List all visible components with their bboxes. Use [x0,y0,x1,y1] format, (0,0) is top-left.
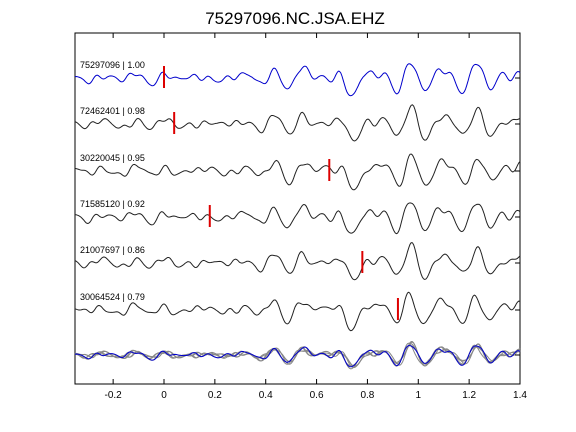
trace-line [74,153,521,191]
x-tick-label: 0.6 [310,390,324,401]
trace-labels: 75297096 | 1.00 72462401 | 0.98 30220045 |… [80,60,145,302]
trace-group [74,63,521,332]
stack-trace-line [74,342,521,370]
x-tick-label: 1 [416,390,422,401]
x-axis-ticks: -0.2 0 0.2 0.4 0.6 0.8 1 1.2 1.4 [105,33,527,401]
stacked-traces [74,340,521,370]
x-tick-label: 0.8 [360,390,374,401]
trace-line [74,202,521,235]
trace-label: 21007697 | 0.86 [80,245,145,255]
trace-label: 30220045 | 0.95 [80,153,145,163]
plot-frame [74,32,521,385]
stack-trace-line [74,345,521,367]
y-axis-ticks [515,77,520,356]
chart-title: 75297096.NC.JSA.EHZ [205,9,385,28]
trace-line [74,63,521,97]
stack-reference-line [74,344,521,368]
x-tick-label: 0 [161,390,167,401]
trace-label: 30064524 | 0.79 [80,292,145,302]
x-tick-label: 1.2 [462,390,476,401]
trace-line [74,104,521,142]
trace-label: 75297096 | 1.00 [80,60,145,70]
stack-trace-line [74,343,521,368]
x-tick-label: 1.4 [513,390,527,401]
trace-label: 72462401 | 0.98 [80,106,145,116]
pick-markers [163,66,399,320]
x-tick-label: 0.2 [208,390,222,401]
trace-label: 71585120 | 0.92 [80,199,145,209]
trace-line [74,291,521,332]
trace-line [74,242,521,281]
x-tick-label: -0.2 [105,390,123,401]
x-tick-label: 0.4 [259,390,273,401]
